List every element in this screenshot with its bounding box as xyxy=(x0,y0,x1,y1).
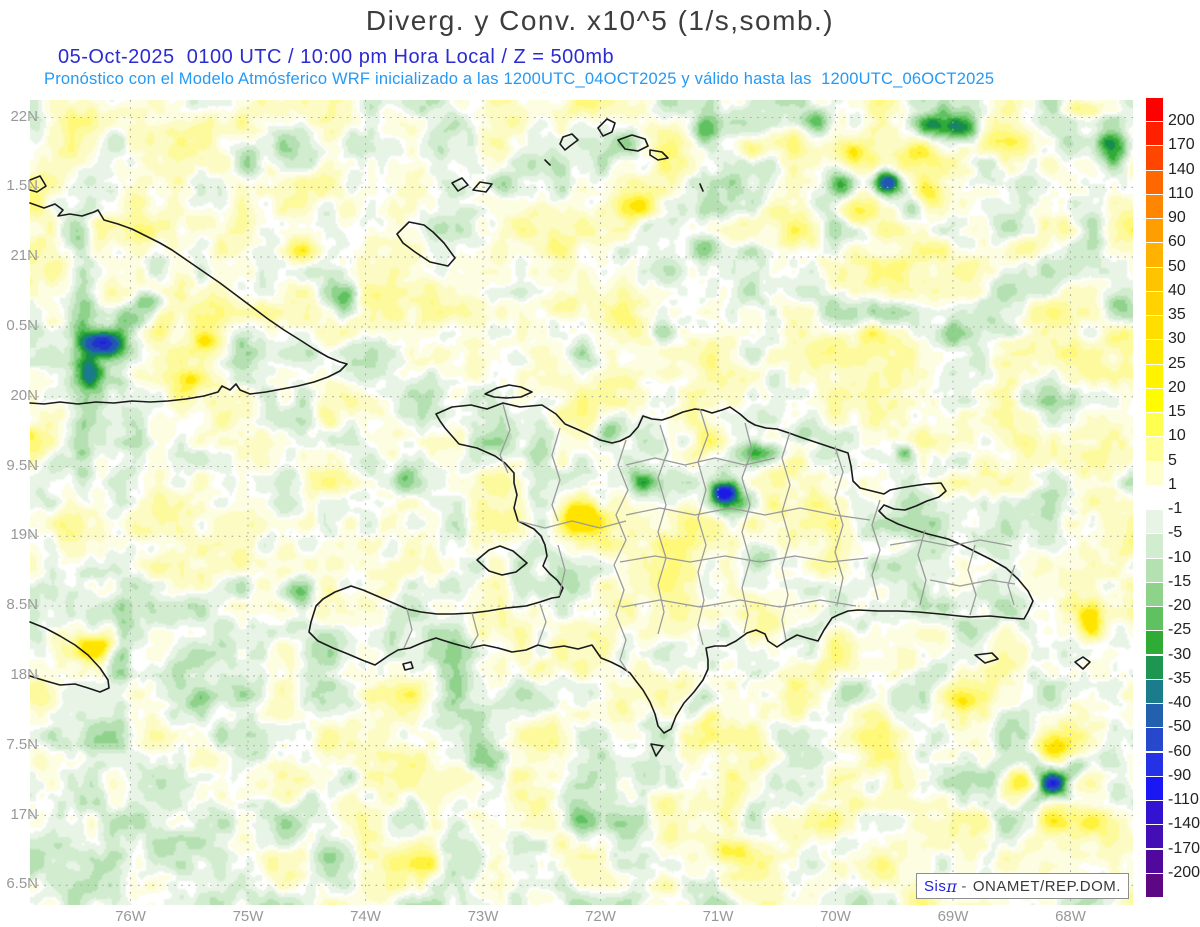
colorbar-tick: 110 xyxy=(1168,184,1194,202)
lat-label: 6.5N xyxy=(6,875,38,893)
colorbar-tick: 5 xyxy=(1168,451,1177,469)
colorbar-tick: 60 xyxy=(1168,233,1186,251)
page-title: Diverg. y Conv. x10^5 (1/s,somb.) xyxy=(365,5,835,36)
attribution-system: Sis xyxy=(924,877,947,895)
colorbar-tick: 20 xyxy=(1168,378,1186,396)
colorbar-segment xyxy=(1146,461,1163,485)
lat-label: 9.5N xyxy=(6,456,38,474)
lon-label: 74W xyxy=(350,908,381,925)
colorbar-segment xyxy=(1146,364,1163,388)
lat-label: 20N xyxy=(10,386,38,404)
colorbar-tick: 40 xyxy=(1168,281,1186,299)
colorbar-tick: -170 xyxy=(1168,839,1200,857)
colorbar-segment xyxy=(1146,728,1163,752)
colorbar-segment xyxy=(1146,146,1163,170)
colorbar-tick: -1 xyxy=(1168,500,1183,518)
colorbar-segment xyxy=(1146,219,1163,243)
lat-label: 7.5N xyxy=(6,735,38,753)
lat-label: 1.5N xyxy=(6,177,38,195)
lat-label: 8.5N xyxy=(6,596,38,614)
colorbar-segment xyxy=(1146,801,1163,825)
colorbar-segment xyxy=(1146,98,1163,122)
colorbar-tick: -35 xyxy=(1168,669,1192,687)
colorbar-tick: 10 xyxy=(1168,427,1186,445)
colorbar-tick: -15 xyxy=(1168,572,1192,590)
colorbar-tick: -10 xyxy=(1168,548,1192,566)
colorbar-tick: 30 xyxy=(1168,330,1186,348)
colorbar-tick: -40 xyxy=(1168,694,1192,712)
divergence-field-canvas xyxy=(30,100,1133,905)
colorbar-tick: -30 xyxy=(1168,645,1192,663)
colorbar-tick: -5 xyxy=(1168,524,1183,542)
colorbar-segment xyxy=(1146,437,1163,461)
lon-label: 70W xyxy=(820,908,851,925)
colorbar-segment xyxy=(1146,534,1163,558)
colorbar-tick: -25 xyxy=(1168,621,1192,639)
lat-label: 0.5N xyxy=(6,316,38,334)
colorbar-tick: 200 xyxy=(1168,112,1195,130)
colorbar-tick: -50 xyxy=(1168,718,1192,736)
forecast-model-line: Pronóstico con el Modelo Atmósferico WRF… xyxy=(44,70,995,88)
attribution-separator: - xyxy=(961,877,967,895)
colorbar-segment xyxy=(1146,388,1163,413)
lon-label: 75W xyxy=(232,908,264,925)
colorbar-segment xyxy=(1146,607,1163,631)
colorbar-segment xyxy=(1146,704,1163,728)
colorbar-segment xyxy=(1146,825,1163,849)
attribution-box: Sis π - ONAMET/REP.DOM. xyxy=(916,873,1129,899)
colorbar-tick: 50 xyxy=(1168,257,1186,275)
colorbar-segment xyxy=(1146,655,1163,679)
colorbar-tick: 90 xyxy=(1168,209,1186,227)
colorbar-segment xyxy=(1146,485,1163,510)
colorbar-segment xyxy=(1146,873,1163,897)
colorbar-tick: 1 xyxy=(1168,475,1177,493)
colorbar-segment xyxy=(1146,558,1163,582)
colorbar-segment xyxy=(1146,243,1163,267)
colorbar-segment xyxy=(1146,340,1163,364)
colorbar-tick: 15 xyxy=(1168,403,1186,421)
colorbar-segment xyxy=(1146,316,1163,340)
colorbar-segment xyxy=(1146,679,1163,703)
colorbar-tick: -110 xyxy=(1168,791,1199,809)
lon-label: 68W xyxy=(1055,908,1086,925)
colorbar-segment xyxy=(1146,582,1163,606)
colorbar-tick: -90 xyxy=(1168,766,1192,784)
colorbar-segment xyxy=(1146,170,1163,194)
valid-time-subtitle: 05-Oct-2025 0100 UTC / 10:00 pm Hora Loc… xyxy=(58,46,615,68)
colorbar-segment xyxy=(1146,122,1163,146)
lat-label: 22N xyxy=(10,107,38,125)
colorbar-tick: 170 xyxy=(1168,136,1195,154)
colorbar-segment xyxy=(1146,776,1163,800)
colorbar-segment xyxy=(1146,267,1163,291)
colorbar-segment xyxy=(1146,291,1163,316)
colorbar-tick: -20 xyxy=(1168,597,1192,615)
colorbar-tick: 25 xyxy=(1168,354,1186,372)
colorbar-tick: 35 xyxy=(1168,306,1186,324)
colorbar-segment xyxy=(1146,510,1163,534)
attribution-org: ONAMET/REP.DOM. xyxy=(972,877,1121,895)
lon-label: 76W xyxy=(115,908,146,925)
colorbar-segment xyxy=(1146,849,1163,873)
lat-label: 19N xyxy=(10,526,38,544)
colorbar-tick: -200 xyxy=(1168,863,1200,881)
colorbar-tick: -140 xyxy=(1168,815,1200,833)
lon-label: 73W xyxy=(467,908,499,925)
colorbar-segment xyxy=(1146,752,1163,776)
colorbar-tick: -60 xyxy=(1168,742,1192,760)
lon-label: 69W xyxy=(937,908,969,925)
pi-symbol: π xyxy=(946,876,958,896)
lon-label: 72W xyxy=(585,908,616,925)
lat-label: 21N xyxy=(10,247,38,265)
colorbar-segment xyxy=(1146,631,1163,655)
colorbar-segment xyxy=(1146,194,1163,219)
lon-label: 71W xyxy=(702,908,734,925)
lat-label: 17N xyxy=(10,805,38,823)
lat-label: 18N xyxy=(10,665,38,683)
colorbar-segment xyxy=(1146,413,1163,437)
colorbar-tick: 140 xyxy=(1168,160,1195,178)
